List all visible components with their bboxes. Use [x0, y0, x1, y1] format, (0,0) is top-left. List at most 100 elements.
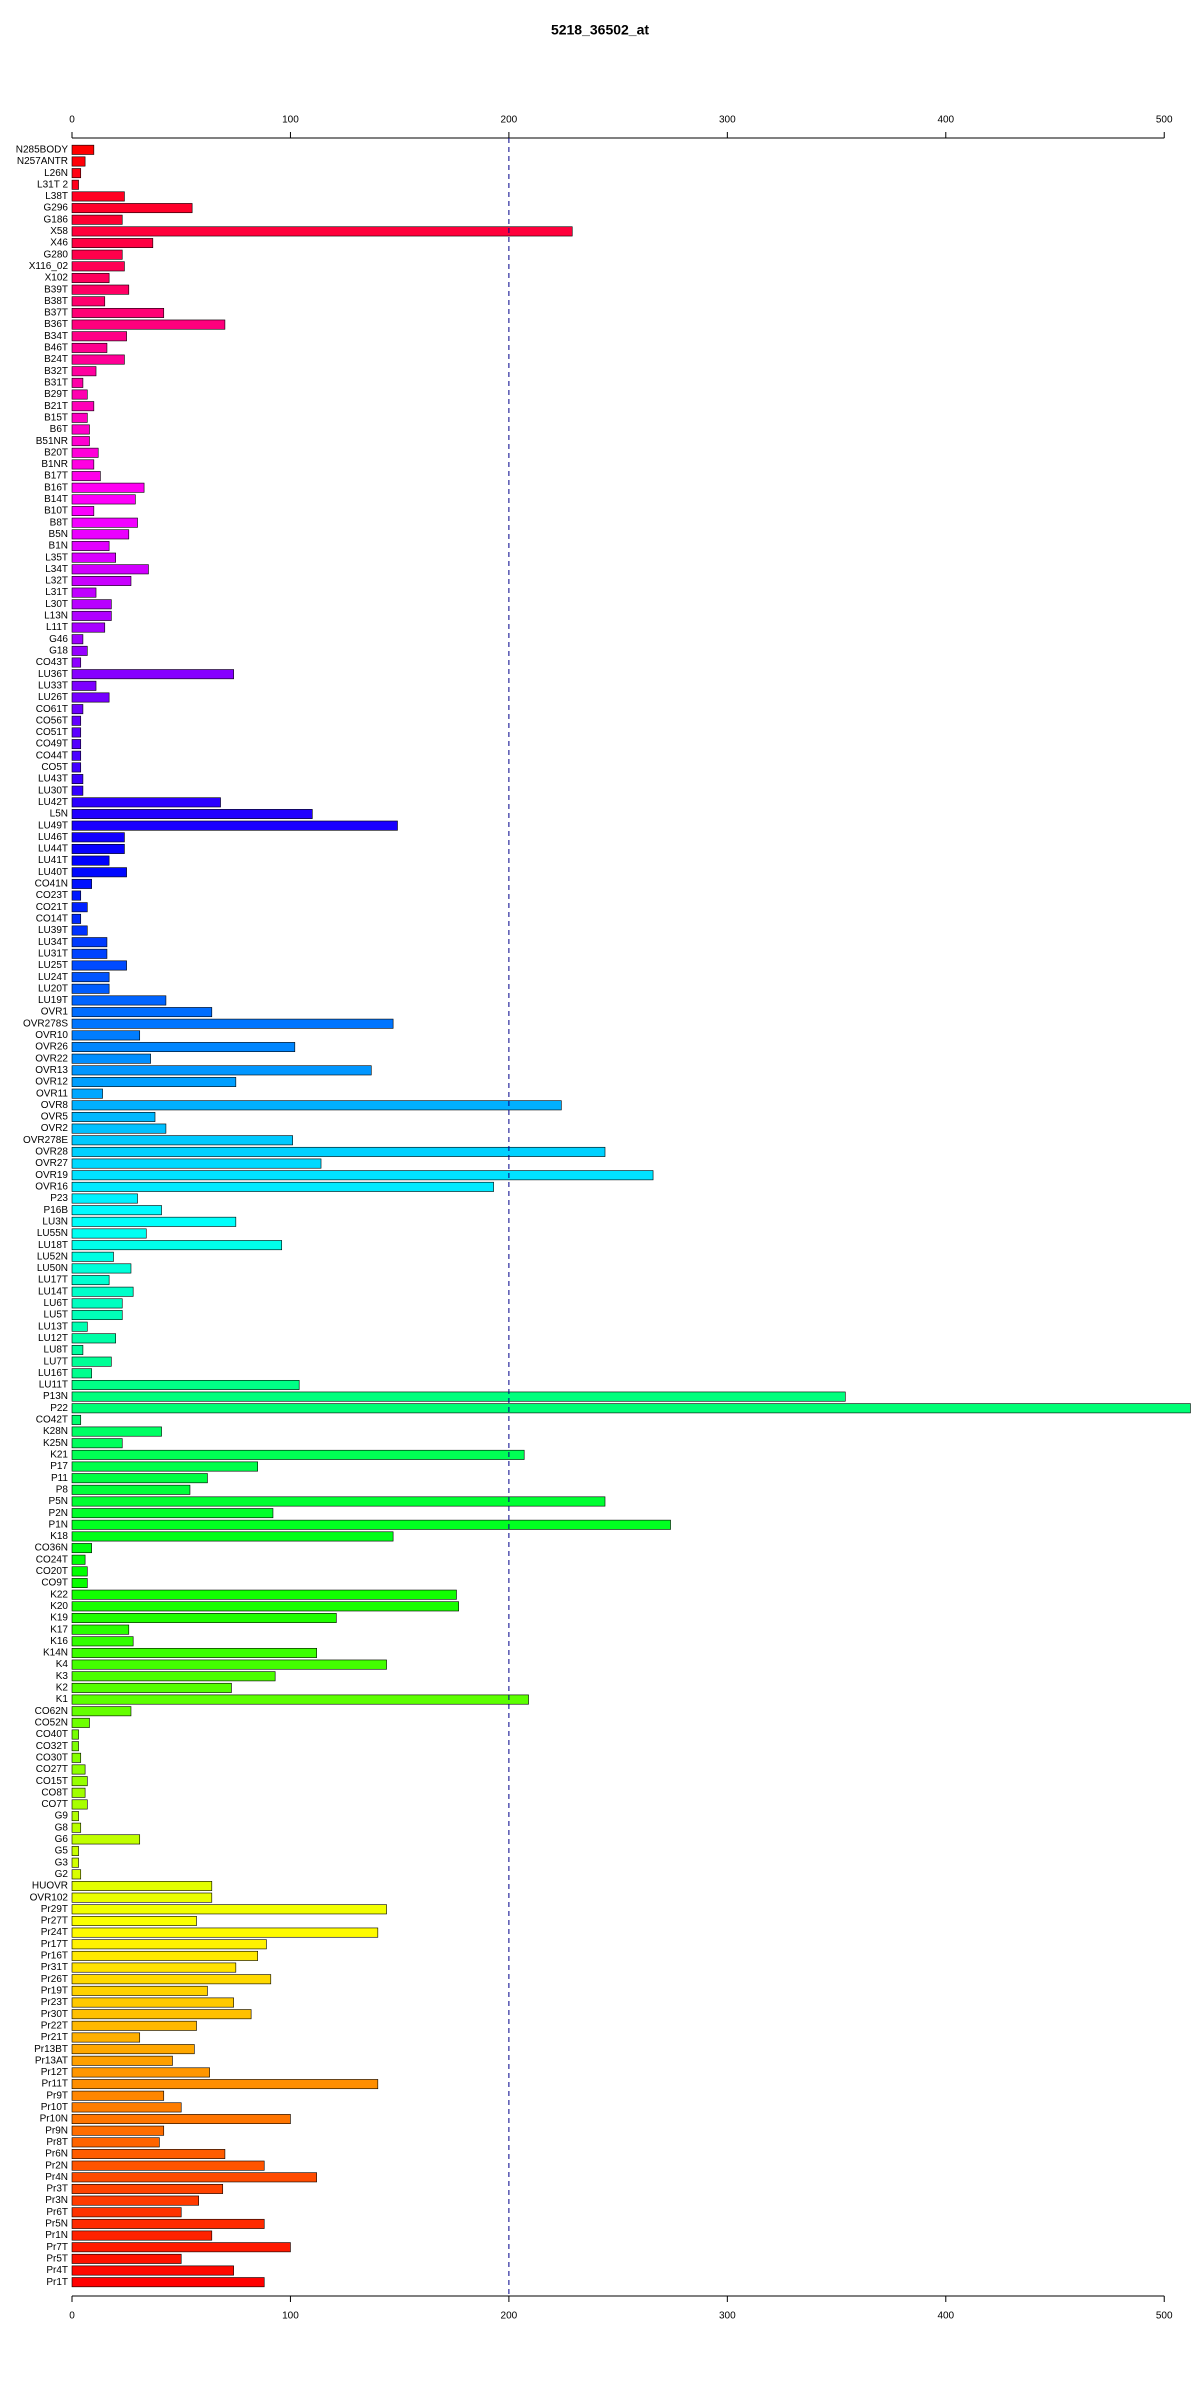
bar — [71, 389, 88, 400]
y-tick-label: B14T — [44, 494, 68, 505]
y-tick-label: OVR22 — [35, 1053, 68, 1064]
x-tick-label: 400 — [937, 2311, 954, 2322]
y-tick-label: B1N — [49, 541, 68, 552]
y-tick-label: Pr4N — [45, 2172, 68, 2183]
y-tick-label: LU50N — [37, 1263, 68, 1274]
y-tick-label: L26N — [44, 168, 68, 179]
bar — [71, 203, 193, 214]
y-tick-label: Pr3N — [45, 2195, 68, 2206]
bar — [71, 1659, 387, 1670]
bar — [71, 843, 125, 854]
bar — [71, 156, 86, 167]
bar — [71, 972, 110, 983]
bar — [71, 1251, 114, 1262]
y-tick-label: CO9T — [41, 1578, 68, 1589]
bar — [71, 1298, 123, 1309]
bar — [71, 587, 97, 598]
bar — [71, 1915, 197, 1926]
y-tick-label: LU44T — [38, 844, 68, 855]
bar — [71, 1205, 162, 1216]
bar — [71, 1566, 88, 1577]
y-tick-label: OVR13 — [35, 1065, 68, 1076]
y-tick-label: Pr27T — [41, 1916, 68, 1927]
y-tick-label: Pr5T — [46, 2254, 68, 2265]
y-tick-label: OVR12 — [35, 1077, 68, 1088]
bar — [71, 809, 313, 819]
y-tick-label: Pr10T — [41, 2102, 68, 2113]
y-tick-label: LU20T — [38, 983, 68, 994]
bar — [71, 401, 95, 412]
bar — [71, 2055, 173, 2066]
bar — [71, 1694, 529, 1705]
bar — [71, 1333, 116, 1344]
y-tick-label: Pr6T — [46, 2207, 68, 2218]
bar — [71, 1414, 82, 1425]
y-tick-label: LU49T — [38, 820, 68, 831]
bar — [71, 1263, 132, 1274]
bar — [71, 1356, 112, 1367]
bar — [71, 1554, 86, 1565]
bar — [71, 354, 125, 365]
y-tick-label: HUOVR — [32, 1881, 68, 1892]
y-tick-label: B24T — [44, 354, 68, 365]
y-tick-label: CO62N — [35, 1706, 68, 1717]
bar — [71, 168, 82, 179]
bar — [71, 1461, 258, 1472]
bar — [71, 727, 82, 738]
bar — [71, 1962, 237, 1973]
bar — [71, 506, 95, 517]
bar — [71, 1589, 457, 1600]
y-tick-label: B32T — [44, 366, 68, 377]
y-tick-label: LU7T — [44, 1356, 68, 1367]
y-tick-label: L35T — [45, 552, 68, 563]
y-tick-label: G296 — [44, 203, 69, 214]
bar — [71, 657, 82, 668]
y-tick-label: Pr2N — [45, 2160, 68, 2171]
bar — [71, 1438, 123, 1449]
x-tick-label: 100 — [282, 2311, 299, 2322]
y-tick-label: LU17T — [38, 1275, 68, 1286]
y-tick-label: OVR8 — [41, 1100, 69, 1111]
bar — [71, 1729, 79, 1740]
y-tick-label: B15T — [44, 412, 68, 423]
bar — [71, 1088, 103, 1099]
bar — [71, 704, 84, 715]
bar — [71, 2137, 160, 2148]
x-tick-label: 100 — [282, 115, 299, 126]
y-tick-label: OVR2 — [41, 1123, 69, 1134]
y-tick-label: L5N — [50, 809, 68, 820]
y-tick-label: G2 — [55, 1869, 69, 1880]
bar — [71, 2032, 141, 2043]
y-tick-label: X58 — [50, 226, 68, 237]
bar — [71, 2207, 182, 2218]
bar — [71, 902, 88, 913]
bar — [71, 2090, 165, 2101]
y-tick-label: P5N — [49, 1496, 68, 1507]
bar — [71, 1834, 141, 1845]
y-tick-label: P13N — [43, 1391, 68, 1402]
bar — [71, 832, 125, 843]
y-tick-label: CO56T — [36, 715, 68, 726]
bar — [71, 878, 92, 889]
bar — [71, 762, 82, 773]
bar — [71, 1379, 300, 1390]
bar — [71, 552, 116, 563]
bar — [71, 680, 97, 691]
y-tick-label: Pr9N — [45, 2125, 68, 2136]
y-tick-label: P17 — [50, 1461, 68, 1472]
bar — [71, 1636, 134, 1647]
y-tick-label: G186 — [44, 214, 69, 225]
y-tick-label: K3 — [56, 1671, 69, 1682]
y-tick-label: Pr3T — [46, 2184, 68, 2195]
y-tick-label: Pr24T — [41, 1927, 68, 1938]
bar — [71, 948, 108, 959]
bar — [71, 867, 127, 878]
y-tick-label: N257ANTR — [17, 156, 68, 167]
y-tick-label: Pr19T — [41, 1986, 68, 1997]
y-tick-label: G8 — [55, 1822, 69, 1833]
bar — [71, 214, 123, 225]
bar — [71, 459, 95, 470]
bar — [71, 995, 167, 1006]
y-tick-label: LU14T — [38, 1286, 68, 1297]
y-tick-label: L11T — [46, 622, 68, 633]
